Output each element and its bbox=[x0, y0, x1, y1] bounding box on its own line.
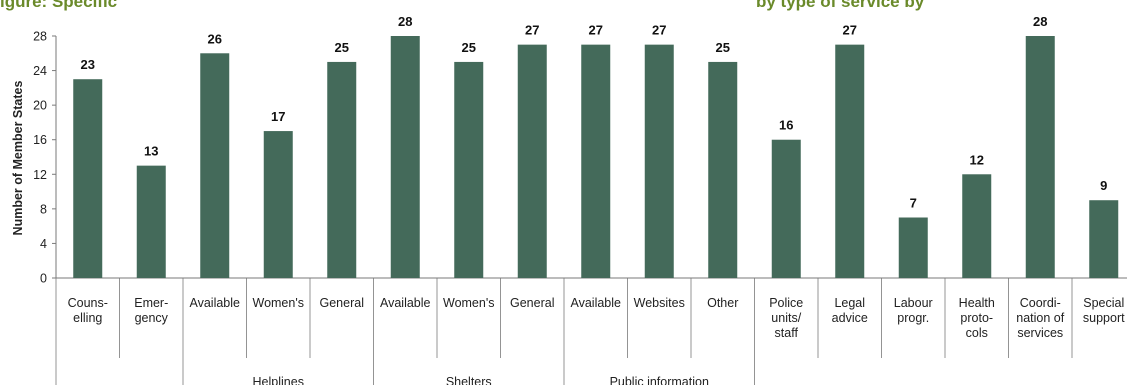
x-category-label: Available bbox=[189, 296, 240, 310]
x-category-label: Legal advice bbox=[832, 296, 868, 325]
bar-value-label: 27 bbox=[525, 23, 539, 38]
x-category-label: Other bbox=[707, 296, 738, 310]
x-category-label: Emer-gency bbox=[134, 296, 168, 325]
bar-value-label: 16 bbox=[779, 118, 793, 133]
bar bbox=[962, 174, 992, 278]
bar-value-label: 9 bbox=[1100, 178, 1107, 193]
bar bbox=[200, 53, 230, 279]
x-category-label: Websites bbox=[634, 296, 685, 310]
bar bbox=[581, 44, 611, 279]
x-category-label: Labour progr. bbox=[894, 296, 933, 325]
y-tick-label: 24 bbox=[33, 64, 47, 78]
bar bbox=[454, 61, 484, 278]
bar-value-label: 7 bbox=[910, 196, 917, 211]
bar-value-label: 28 bbox=[398, 14, 412, 29]
bar bbox=[898, 217, 928, 278]
y-axis-label: Number of Member States bbox=[11, 81, 25, 236]
bar bbox=[708, 61, 738, 278]
bar bbox=[644, 44, 674, 279]
bar-value-label: 12 bbox=[970, 152, 984, 167]
x-category-label: Women's bbox=[443, 296, 494, 310]
bar bbox=[390, 36, 420, 278]
y-tick-label: 16 bbox=[33, 133, 47, 147]
y-tick-label: 12 bbox=[33, 168, 47, 182]
bar-value-label: 27 bbox=[652, 23, 666, 38]
bar-value-label: 17 bbox=[271, 109, 285, 124]
x-group-label: Public information bbox=[610, 375, 709, 385]
bar-value-label: 13 bbox=[144, 144, 158, 159]
y-tick-label: 8 bbox=[40, 202, 47, 216]
bar bbox=[327, 61, 357, 278]
x-category-label: General bbox=[320, 296, 364, 310]
x-group-label: Shelters bbox=[446, 375, 492, 385]
x-category-label: Available bbox=[570, 296, 621, 310]
page-title: igure: Specific by type of service by bbox=[0, 0, 1127, 12]
y-tick-label: 28 bbox=[33, 30, 47, 44]
y-tick-label: 0 bbox=[40, 272, 47, 286]
bar bbox=[73, 79, 103, 278]
bar-value-label: 25 bbox=[716, 40, 730, 55]
title-fragment-left: igure: Specific bbox=[0, 0, 118, 11]
x-category-label: General bbox=[510, 296, 554, 310]
x-category-label: Couns-elling bbox=[68, 296, 108, 325]
bar bbox=[263, 131, 293, 278]
bar bbox=[771, 139, 801, 278]
x-category-label: Police units/staff bbox=[769, 296, 803, 340]
bar-value-label: 26 bbox=[208, 31, 222, 46]
bar bbox=[1089, 200, 1119, 278]
bar-value-label: 27 bbox=[843, 23, 857, 38]
x-category-label: Coordi-nation of services bbox=[1016, 296, 1064, 340]
bar-value-label: 25 bbox=[335, 40, 349, 55]
x-category-label: Available bbox=[380, 296, 431, 310]
bar-value-label: 25 bbox=[462, 40, 476, 55]
y-tick-label: 4 bbox=[40, 237, 47, 251]
x-category-label: Women's bbox=[253, 296, 304, 310]
bar-value-label: 28 bbox=[1033, 14, 1047, 29]
bar-value-label: 23 bbox=[81, 57, 95, 72]
bar bbox=[835, 44, 865, 279]
bar bbox=[517, 44, 547, 279]
x-group-label: Helplines bbox=[253, 375, 304, 385]
title-fragment-right: by type of service by bbox=[756, 0, 925, 11]
bar-value-label: 27 bbox=[589, 23, 603, 38]
x-category-label: Special support bbox=[1083, 296, 1125, 325]
bar bbox=[1025, 36, 1055, 278]
x-category-label: Health proto-cols bbox=[959, 296, 995, 340]
y-tick-label: 20 bbox=[33, 99, 47, 113]
bar bbox=[136, 165, 166, 278]
